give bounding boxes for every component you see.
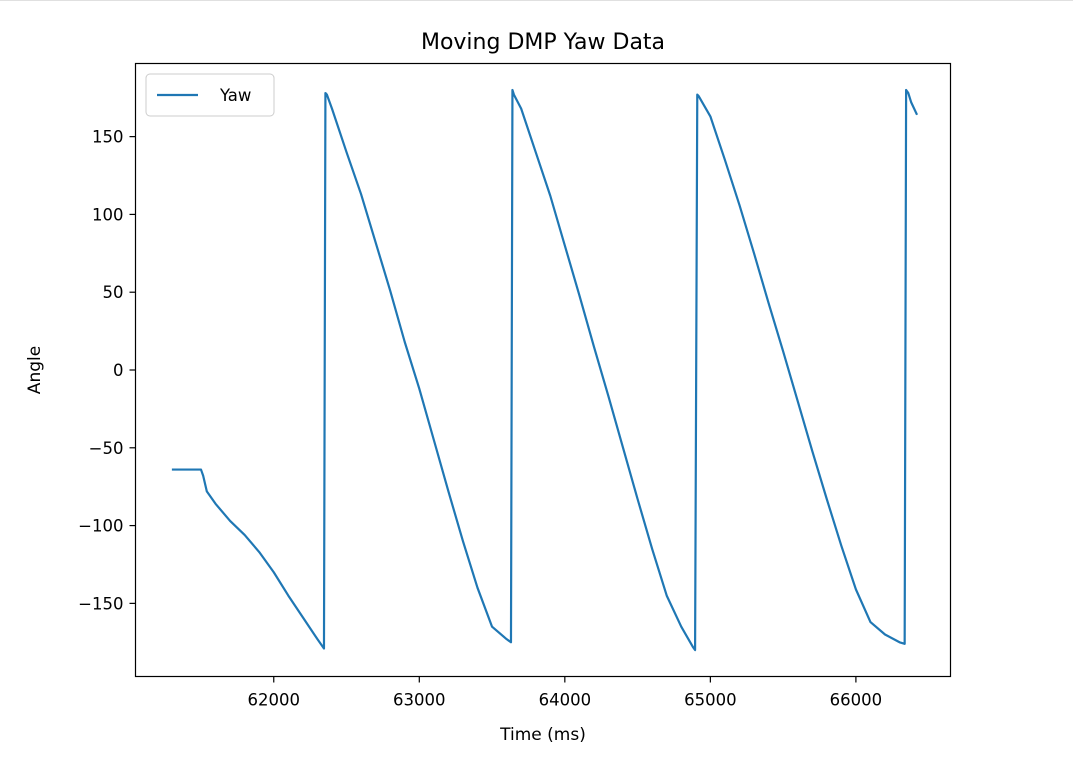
x-tick-label: 64000 — [539, 691, 592, 710]
x-axis-label: Time (ms) — [499, 725, 586, 745]
y-tick-label: −50 — [89, 439, 124, 458]
x-tick-label: 63000 — [393, 691, 446, 710]
y-tick-label: 100 — [92, 205, 124, 224]
series-layer — [171, 88, 919, 652]
y-tick-label: −150 — [78, 594, 123, 613]
plot-frame — [134, 62, 952, 678]
y-axis-ticks: 150 100 50 0 −50 −100 −150 — [78, 128, 136, 613]
y-axis-label: Angle — [25, 346, 45, 394]
legend-box — [145, 73, 275, 117]
top-border — [0, 0, 1073, 1]
y-tick-label: 0 — [113, 361, 124, 380]
x-tick-label: 66000 — [830, 691, 883, 710]
y-tick-label: −100 — [78, 517, 123, 536]
x-tick-label: 65000 — [684, 691, 737, 710]
y-tick-label: 150 — [92, 128, 124, 147]
y-tick-label: 50 — [103, 283, 124, 302]
x-axis-ticks: 62000 63000 64000 65000 66000 — [248, 676, 883, 710]
x-tick-label: 62000 — [248, 691, 301, 710]
series-line-yaw — [171, 88, 919, 652]
legend: Yaw — [145, 73, 275, 117]
legend-label: Yaw — [219, 86, 251, 105]
chart-title: Moving DMP Yaw Data — [421, 30, 665, 55]
